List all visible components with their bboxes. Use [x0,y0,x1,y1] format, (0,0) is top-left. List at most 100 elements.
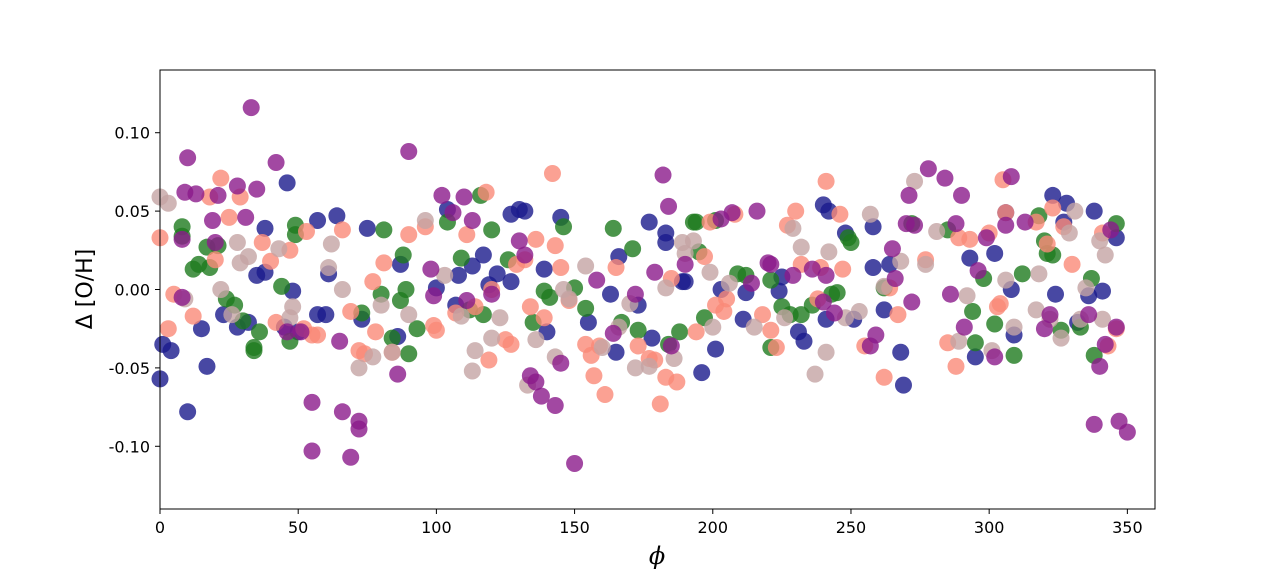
data-point [906,172,924,190]
data-point [477,183,495,201]
data-point [267,154,285,172]
data-point [820,243,838,261]
data-point [1030,265,1048,283]
data-point [502,335,520,353]
data-point [383,329,401,347]
data-point [1093,282,1111,300]
data-point [607,259,625,277]
data-point [317,306,335,324]
data-point [964,302,982,320]
data-point [248,180,266,198]
data-point [604,324,622,342]
data-point [1027,301,1045,319]
data-point [389,365,407,383]
data-point [184,307,202,325]
data-point [762,321,780,339]
data-point [695,248,713,266]
data-point [961,230,979,248]
data-point [748,202,766,220]
data-point [1093,310,1111,328]
data-point [458,226,476,244]
y-tick-label: -0.10 [109,437,150,456]
data-point [643,329,661,347]
data-point [237,208,255,226]
data-point [668,373,686,391]
data-point [342,302,360,320]
data-point [817,172,835,190]
data-point [814,293,832,311]
data-point [463,212,481,230]
data-point [577,299,595,317]
data-point [541,288,559,306]
x-tick-label: 150 [559,518,590,537]
data-point [864,259,882,277]
data-point [350,420,368,438]
data-point [367,323,385,341]
data-point [986,348,1004,366]
data-point [577,257,595,275]
data-point [510,232,528,250]
data-point [596,386,614,404]
data-point [889,306,907,324]
data-point [333,403,351,421]
data-point [309,326,327,344]
data-point [787,202,805,220]
data-point [977,229,995,247]
data-point [521,298,539,316]
data-point [886,270,904,288]
data-point [875,301,893,319]
data-point [676,255,694,273]
data-point [1052,329,1070,347]
data-point [309,212,327,230]
data-point [1118,423,1136,441]
data-point [450,266,467,284]
data-point [894,376,912,394]
x-tick-label: 0 [155,518,165,537]
data-point [1044,186,1062,204]
data-point [527,230,545,248]
data-point [955,318,973,336]
data-point [198,357,216,375]
data-point [646,263,664,281]
y-axis-label: Δ [O/H] [73,249,98,329]
data-point [209,186,227,204]
data-point [527,373,545,391]
data-point [223,306,241,324]
data-point [629,337,647,355]
data-point [566,455,584,473]
data-point [433,186,451,204]
data-point [220,208,238,226]
data-point [687,323,705,341]
data-point [425,287,443,305]
data-point [1085,202,1103,220]
data-point [206,251,224,269]
x-tick-label: 300 [974,518,1005,537]
data-point [394,246,412,264]
data-point [947,357,965,375]
data-point [173,288,191,306]
data-point [953,186,971,204]
data-point [997,216,1015,234]
data-point [817,343,835,361]
data-point [452,307,470,325]
data-point [552,354,570,372]
data-point [640,213,658,231]
x-axis-ticks: 0 50 100 150 200 250 300 350 [155,509,1143,537]
data-point [966,348,984,366]
data-point [803,260,821,278]
data-point [900,186,918,204]
data-point [253,233,271,251]
data-point [560,290,578,308]
data-point [607,343,625,361]
data-point [273,277,291,295]
data-point [1085,415,1103,433]
data-point [742,274,760,292]
data-point [270,240,288,258]
x-tick-label: 250 [836,518,867,537]
data-point [745,318,763,336]
data-point [535,260,553,278]
data-point [408,320,426,338]
data-point [375,254,393,272]
data-point [986,315,1004,333]
data-point [718,290,736,308]
